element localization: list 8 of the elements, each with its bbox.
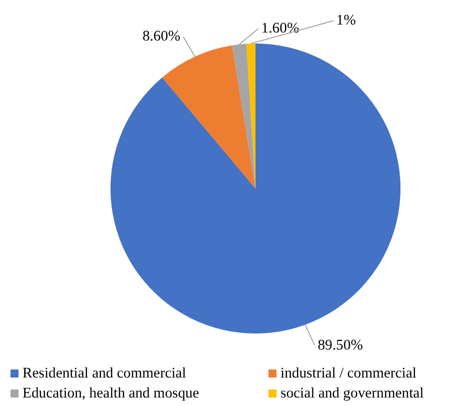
data-label: 1.60%: [261, 20, 300, 37]
data-label: 89.50%: [318, 337, 363, 354]
legend-label: industrial / commercial: [280, 366, 416, 382]
legend-label: Education, health and mosque: [22, 386, 200, 402]
data-label: 8.60%: [142, 28, 180, 45]
legend-label: social and governmental: [280, 386, 424, 402]
legend-label: Residential and commercial: [22, 366, 186, 382]
data-label: 1%: [336, 12, 356, 29]
